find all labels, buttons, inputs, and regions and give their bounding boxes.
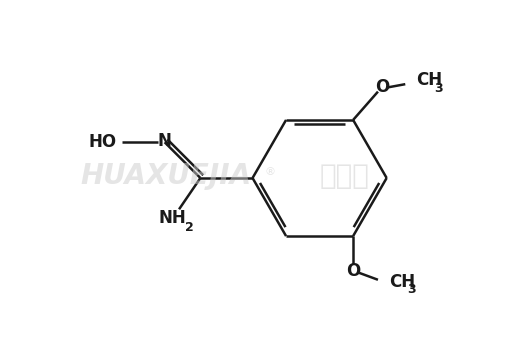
Text: HUAXUEJIA: HUAXUEJIA xyxy=(80,162,251,189)
Text: O: O xyxy=(346,262,360,280)
Text: CH: CH xyxy=(389,273,415,291)
Text: 2: 2 xyxy=(185,221,193,234)
Text: ®: ® xyxy=(265,167,276,177)
Text: N: N xyxy=(157,132,171,150)
Text: NH: NH xyxy=(158,209,186,227)
Text: 3: 3 xyxy=(407,283,415,296)
Text: CH: CH xyxy=(416,71,443,89)
Text: 化学加: 化学加 xyxy=(319,162,369,189)
Text: HO: HO xyxy=(88,133,116,151)
Text: 3: 3 xyxy=(434,82,443,95)
Text: O: O xyxy=(375,78,389,96)
